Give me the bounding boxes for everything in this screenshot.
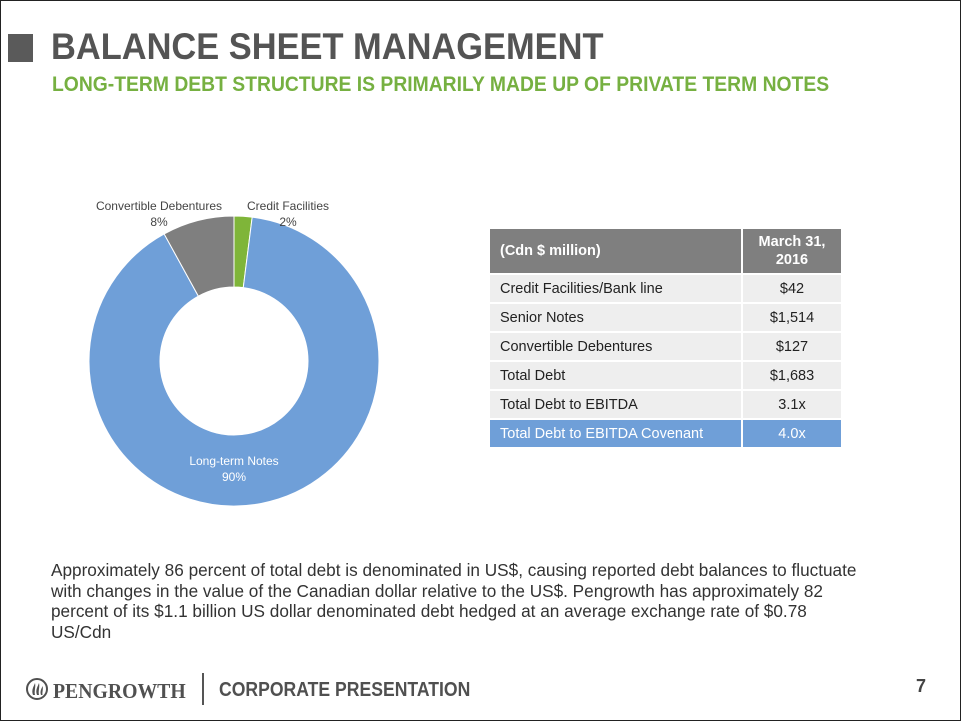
row-label: Credit Facilities/Bank line <box>488 273 743 304</box>
slice-long-term-notes <box>88 216 380 507</box>
row-label: Total Debt to EBITDA Covenant <box>488 418 743 449</box>
row-value: $42 <box>741 273 843 304</box>
slice-name-credit-facilities: Credit Facilities <box>247 199 329 213</box>
table-row: Credit Facilities/Bank line $42 <box>488 273 843 304</box>
footer-section: CORPORATE PRESENTATION <box>219 679 471 701</box>
table-row: Total Debt to EBITDA 3.1x <box>488 389 843 420</box>
table-row: Total Debt $1,683 <box>488 360 843 391</box>
slice-convertible-debentures <box>163 215 235 297</box>
brand-name: PENGROWTH <box>53 679 186 703</box>
title-marker <box>8 34 33 62</box>
pengrowth-logo-icon <box>26 678 48 700</box>
debt-table: (Cdn $ million) March 31, 2016 Credit Fa… <box>488 227 843 449</box>
table-header-date: March 31, 2016 <box>741 227 843 275</box>
slice-value-credit-facilities: 2% <box>279 215 297 229</box>
donut-labels: Credit Facilities 2% Long-term Notes 90% Con… <box>96 199 329 484</box>
footer-divider <box>202 673 204 705</box>
row-label: Convertible Debentures <box>488 331 743 362</box>
table-header-row: (Cdn $ million) March 31, 2016 <box>488 227 843 275</box>
table-row: Convertible Debentures $127 <box>488 331 843 362</box>
slice-name-convertible-debentures: Convertible Debentures <box>96 199 222 213</box>
row-value: 3.1x <box>741 389 843 420</box>
row-label: Total Debt <box>488 360 743 391</box>
slice-value-convertible-debentures: 8% <box>150 215 168 229</box>
body-paragraph: Approximately 86 percent of total debt i… <box>51 560 857 642</box>
row-label: Senior Notes <box>488 302 743 333</box>
row-value: 4.0x <box>741 418 843 449</box>
table-row: Senior Notes $1,514 <box>488 302 843 333</box>
page-number: 7 <box>916 676 927 696</box>
debt-structure-donut-chart: Credit Facilities 2% Long-term Notes 90% Con… <box>88 199 380 507</box>
row-value: $1,514 <box>741 302 843 333</box>
row-label: Total Debt to EBITDA <box>488 389 743 420</box>
page-subtitle: LONG-TERM DEBT STRUCTURE IS PRIMARILY MA… <box>52 73 830 96</box>
row-value: $127 <box>741 331 843 362</box>
table-row-highlight: Total Debt to EBITDA Covenant 4.0x <box>488 418 843 449</box>
row-value: $1,683 <box>741 360 843 391</box>
donut-slices <box>88 215 380 507</box>
slice-name-long-term-notes: Long-term Notes <box>189 454 278 468</box>
page-title: BALANCE SHEET MANAGEMENT <box>51 26 604 67</box>
slice-value-long-term-notes: 90% <box>222 470 246 484</box>
table-header-label: (Cdn $ million) <box>488 227 743 275</box>
